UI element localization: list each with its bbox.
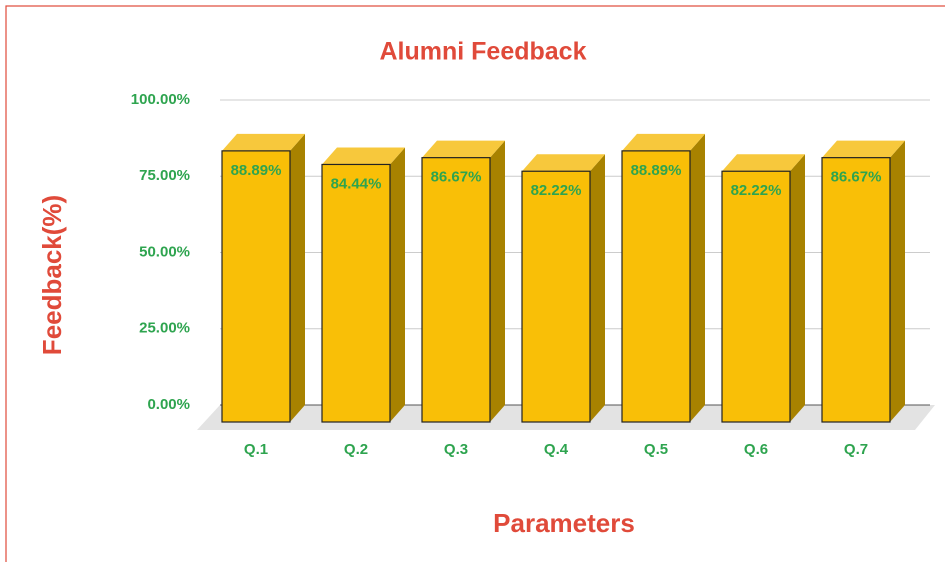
bar-top (522, 154, 605, 172)
bar-side (490, 140, 505, 422)
value-label: 84.44% (331, 175, 382, 192)
value-label: 88.89% (231, 162, 282, 179)
bar-3d: 86.67% (421, 140, 505, 423)
bar-side (590, 154, 605, 422)
y-tick-label: 0.00% (147, 396, 190, 413)
bar-side (390, 147, 405, 422)
y-tick-label: 75.00% (139, 167, 190, 184)
bars: Q.1 88.89% Q.2 84.44% Q.3 86.67% Q.4 82.22% Q.5 8… (221, 133, 905, 458)
bar-top (822, 140, 905, 158)
value-label: 82.22% (731, 182, 782, 199)
bar-side (890, 140, 905, 422)
x-tick-label: Q.5 (644, 441, 668, 458)
y-tick-label: 25.00% (139, 320, 190, 337)
bar-3d: 82.22% (521, 154, 605, 423)
value-label: 88.89% (631, 162, 682, 179)
bar (621, 150, 691, 423)
x-tick-label: Q.7 (844, 441, 868, 458)
bar-top (222, 133, 305, 151)
x-tick-label: Q.6 (744, 441, 768, 458)
value-label: 86.67% (431, 169, 482, 186)
bar-top (422, 140, 505, 158)
bar-3d: 82.22% (721, 154, 805, 423)
y-axis-label: Feedback(%) (37, 195, 67, 355)
bar-top (722, 154, 805, 172)
bar (721, 170, 791, 423)
bar (421, 157, 491, 423)
frame (5, 5, 945, 562)
bar (221, 150, 291, 423)
value-label: 82.22% (531, 182, 582, 199)
bar (321, 163, 391, 423)
bar-3d: 86.67% (821, 140, 905, 423)
x-tick-label: Q.1 (244, 441, 268, 458)
bar-3d: 88.89% (621, 133, 705, 423)
bar (821, 157, 891, 423)
bar-side (790, 154, 805, 422)
bar-3d: 88.89% (221, 133, 305, 423)
bar-3d: 84.44% (321, 147, 405, 423)
bar-side (690, 133, 705, 422)
bar (521, 170, 591, 423)
bar-top (622, 133, 705, 151)
bar-side (290, 133, 305, 422)
value-label: 86.67% (831, 169, 882, 186)
bar-top (322, 147, 405, 165)
x-tick-label: Q.2 (344, 441, 368, 458)
x-axis-label: Parameters (493, 508, 635, 538)
x-tick-label: Q.4 (544, 441, 569, 458)
x-tick-label: Q.3 (444, 441, 468, 458)
y-tick-label: 50.00% (139, 243, 190, 260)
y-tick-label: 100.00% (131, 91, 190, 108)
chart-title: Alumni Feedback (380, 38, 587, 66)
